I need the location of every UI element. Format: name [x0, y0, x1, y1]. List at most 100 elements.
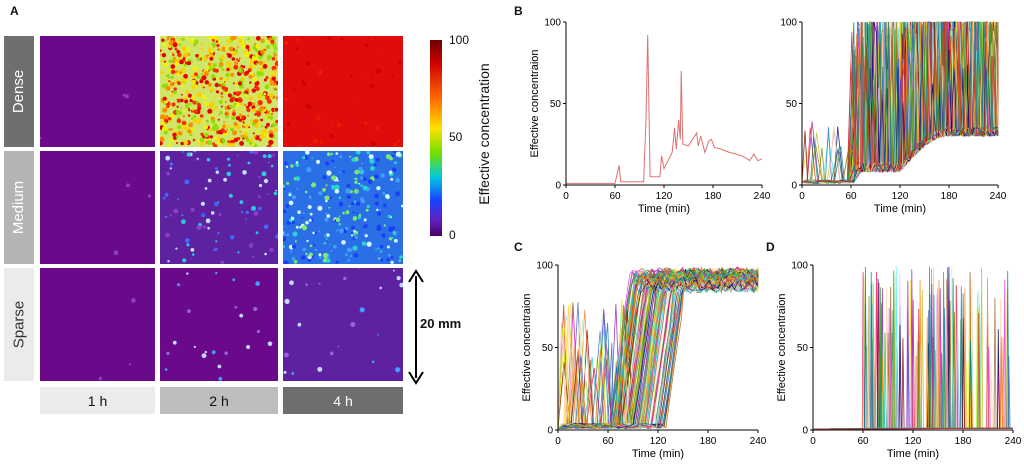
heatmap-dot	[356, 212, 359, 215]
heatmap-dot	[269, 72, 272, 75]
heatmap-dot	[180, 84, 185, 88]
heatmap-dot	[353, 253, 358, 258]
heatmap-dot	[270, 125, 273, 128]
heatmap-dot	[238, 36, 244, 39]
heatmap-dot	[224, 69, 227, 72]
heatmap-dot	[160, 120, 165, 126]
heatmap-dot	[192, 138, 196, 142]
heatmap-dot	[331, 121, 334, 124]
heatmap-dot	[325, 184, 328, 187]
heatmap-dot	[185, 47, 191, 52]
heatmap-dot	[393, 142, 398, 147]
heatmap-dot	[256, 104, 259, 107]
heatmap-dot	[301, 79, 304, 82]
heatmap-tile-dense-2h	[160, 36, 278, 147]
heatmap-dot	[398, 60, 402, 64]
heatmap-dot	[291, 372, 295, 375]
heatmap-dot	[275, 124, 278, 127]
heatmap-dot	[289, 102, 292, 104]
heatmap-dot	[291, 221, 295, 225]
heatmap-dot	[218, 61, 224, 67]
series-line	[801, 21, 999, 183]
heatmap-dot	[189, 38, 195, 43]
heatmap-dot	[241, 211, 243, 213]
heatmap-dot	[233, 126, 236, 128]
heatmap-dot	[358, 166, 363, 172]
heatmap-dot	[184, 63, 187, 67]
series-line	[812, 280, 1013, 430]
heatmap-dot	[247, 37, 250, 41]
heatmap-dot	[193, 345, 196, 348]
heatmap-dot	[226, 67, 230, 72]
heatmap-dot	[225, 128, 229, 131]
heatmap-dot	[270, 164, 274, 168]
heatmap-dot	[329, 243, 331, 246]
heatmap-dot	[255, 281, 260, 286]
heatmap-dot	[318, 253, 322, 257]
heatmap-dot	[245, 210, 250, 215]
heatmap-dot	[257, 75, 260, 78]
heatmap-dot	[197, 106, 202, 111]
heatmap-dot	[40, 136, 42, 140]
heatmap-dot	[186, 243, 190, 247]
heatmap-dot	[188, 102, 192, 106]
heatmap-dot	[225, 101, 227, 103]
heatmap-dot	[201, 75, 207, 81]
heatmap-dot	[210, 211, 215, 215]
heatmap-dot	[235, 124, 241, 130]
heatmap-dot	[228, 193, 233, 198]
heatmap-dot	[244, 43, 247, 46]
heatmap-dot	[182, 38, 185, 41]
heatmap-dot	[337, 123, 341, 128]
heatmap-dot	[165, 232, 170, 238]
heatmap-dot	[376, 226, 382, 231]
heatmap-dot	[181, 219, 186, 225]
x-axis-label: Time (min)	[887, 448, 939, 460]
x-axis-label: Time (min)	[632, 448, 684, 460]
heatmap-dot	[283, 187, 286, 190]
heatmap-dot	[237, 251, 240, 254]
heatmap-dot	[229, 127, 234, 132]
heatmap-dot	[239, 130, 242, 133]
heatmap-dot	[170, 94, 174, 98]
heatmap-dot	[259, 135, 264, 140]
heatmap-dot	[249, 81, 252, 84]
heatmap-dot	[313, 243, 316, 247]
heatmap-dot	[234, 98, 239, 102]
heatmap-dot	[326, 214, 331, 218]
heatmap-dot	[297, 210, 301, 214]
heatmap-dot	[212, 62, 217, 68]
heatmap-dot	[326, 258, 331, 263]
heatmap-dot	[264, 84, 270, 90]
heatmap-dot	[172, 340, 177, 345]
series-line	[812, 266, 1013, 430]
heatmap-dot	[360, 184, 363, 187]
heatmap-dot	[268, 133, 274, 138]
heatmap-dot	[202, 225, 207, 229]
heatmap-dot	[169, 80, 172, 83]
heatmap-dot	[267, 341, 273, 347]
heatmap-dot	[301, 217, 303, 219]
heatmap-dot	[298, 145, 302, 147]
heatmap-dot	[326, 233, 330, 237]
row-label-sparse: Sparse	[4, 268, 34, 381]
heatmap-dot	[189, 133, 193, 137]
heatmap-dot	[177, 52, 182, 58]
heatmap-dot	[163, 62, 168, 67]
heatmap-dot	[223, 90, 226, 93]
heatmap-dot	[246, 41, 249, 43]
heatmap-dot	[196, 67, 199, 70]
heatmap-dot	[324, 217, 329, 222]
heatmap-dot	[383, 203, 387, 208]
heatmap-dot	[392, 74, 394, 77]
heatmap-dot	[260, 125, 264, 128]
heatmap-dot	[160, 136, 165, 142]
x-tick-label: 0	[810, 436, 816, 447]
heatmap-dot	[178, 111, 183, 116]
heatmap-dot	[291, 195, 296, 200]
heatmap-dot	[357, 215, 362, 219]
heatmap-dot	[171, 90, 174, 93]
heatmap-dot	[208, 70, 210, 72]
heatmap-dot	[268, 115, 272, 119]
heatmap-dot	[272, 153, 276, 157]
